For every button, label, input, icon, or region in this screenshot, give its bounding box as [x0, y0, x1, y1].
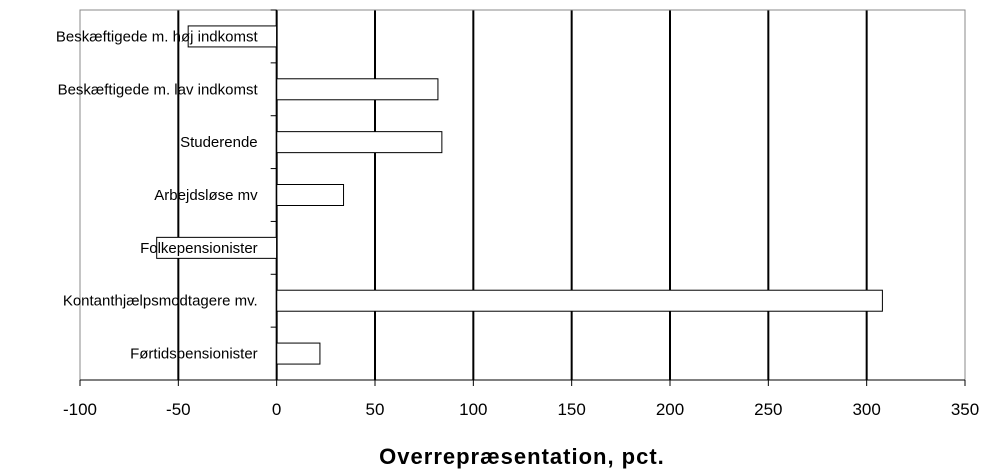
- x-tick-label: 300: [852, 400, 880, 419]
- category-label: Beskæftigede m. høj indkomst: [56, 28, 259, 45]
- bar: [276, 289, 883, 312]
- x-axis: -100 -50 0 50 100 150 200 250 300 350: [63, 379, 979, 419]
- category-label: Studerende: [180, 134, 258, 151]
- x-tick-label: 250: [754, 400, 782, 419]
- x-tick-label: -100: [63, 400, 97, 419]
- category-label: Førtidspensionister: [130, 346, 258, 363]
- bar: [276, 184, 345, 206]
- x-tick-label: -50: [166, 400, 191, 419]
- x-tick-label: 100: [459, 400, 487, 419]
- category-label: Folkepensionister: [140, 240, 258, 257]
- category-label: Beskæftigede m. lav indkomst: [58, 81, 259, 98]
- bars: [156, 25, 883, 365]
- x-tick-label: 200: [656, 400, 684, 419]
- x-tick-label: 50: [366, 400, 385, 419]
- x-tick-label: 0: [272, 400, 281, 419]
- x-axis-title: Overrepræsentation, pct.: [379, 444, 665, 469]
- x-tick-label: 350: [951, 400, 979, 419]
- x-tick-label: 150: [557, 400, 585, 419]
- bar: [276, 78, 439, 101]
- category-labels: Beskæftigede m. høj indkomst Beskæftigede…: [56, 28, 259, 362]
- bar: [276, 342, 321, 365]
- category-label: Arbejdsløse mv: [154, 187, 258, 204]
- category-label: Kontanthjælpsmodtagere mv.: [63, 293, 258, 310]
- y-axis: [270, 9, 278, 381]
- bar: [276, 131, 443, 154]
